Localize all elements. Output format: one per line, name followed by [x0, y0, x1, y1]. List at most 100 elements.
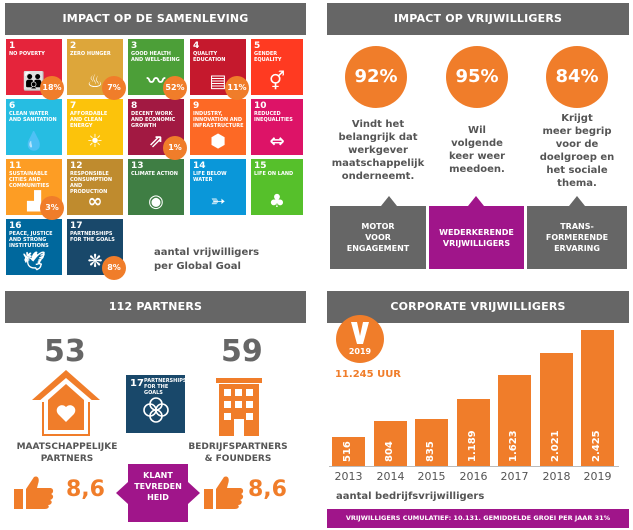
city-icon: ▟ [27, 191, 41, 212]
society-count: 53 [44, 334, 86, 369]
building-icon [216, 378, 262, 436]
sdg-goal-16: 16 PEACE, JUSTICE AND STRONG INSTITUTIONS… [6, 219, 62, 275]
society-label-line1: MAATSCHAPPELIJKE [16, 442, 118, 452]
satisfaction-label: KLANT TEVREDEN HEID [116, 470, 200, 503]
chart-bar [581, 330, 614, 466]
satisfaction-line: KLANT [143, 471, 173, 480]
stat-text-3-line: doelgroep en [539, 152, 615, 163]
check-v-icon [351, 322, 369, 344]
society-label: MAATSCHAPPELIJKE PARTNERS [8, 441, 126, 465]
chart-bar-value-label: 835 [425, 441, 436, 462]
sdg-goal-label: NO POVERTY [9, 51, 45, 57]
stat-text-1-line: Vindt het [351, 119, 405, 130]
box-motor-engagement: MOTOR VOOR ENGAGEMENT [330, 206, 426, 269]
sdg-goal-label: CLEAN WATER AND SANITATION [9, 111, 57, 123]
box-notch-1 [381, 196, 397, 206]
business-label-line2: & FOUNDERS [204, 454, 272, 464]
sdg-percentage-badge: 1% [163, 136, 187, 160]
stat-text-1-line: werkgever [348, 145, 408, 156]
chart-bar [457, 399, 490, 466]
satisfaction-shape [116, 464, 200, 522]
sdg-goal-number: 1 [9, 41, 16, 51]
partners-header: 112 PARTNERS [5, 291, 306, 323]
score-left: 8,6 [66, 477, 105, 502]
sdg-goal-label: QUALITY EDUCATION [193, 51, 226, 63]
sdg-goal-number: 10 [254, 101, 267, 111]
chart-bar-value-label: 2.021 [550, 430, 561, 462]
stat-text-1-line: maatschappelijk [331, 158, 425, 169]
gender-icon: ⚥ [268, 71, 286, 92]
water-drop-icon: 💧 [22, 131, 46, 152]
sdg-goal-number: 8 [131, 101, 138, 111]
sdg-goal-4: 4 QUALITY EDUCATION ▤ [190, 39, 246, 95]
sdg-percentage-badge: 8% [102, 256, 126, 280]
sdg-goal-number: 14 [193, 161, 206, 171]
hours-text: 11.245 UUR [335, 369, 402, 380]
satisfaction-line: TEVREDEN [134, 482, 182, 491]
sdg-goal-number: 2 [70, 41, 77, 51]
bowl-icon: ♨ [86, 71, 104, 92]
sdg-percentage-badge: 3% [40, 196, 64, 220]
stat-circle-2: 95% [446, 46, 508, 108]
sdg-goal-label: SUSTAINABLE CITIES AND COMMUNITIES [9, 171, 50, 189]
stat-circle-1: 92% [345, 46, 407, 108]
sdg-percentage-badge: 18% [40, 76, 64, 100]
sdg-goal-15: 15 LIFE ON LAND ♣ [251, 159, 303, 215]
business-count: 59 [221, 334, 263, 369]
sdg-goal-number: 11 [9, 161, 22, 171]
chart-x-tick-label: 2015 [417, 470, 446, 483]
business-label: BEDRIJFSPARTNERS & FOUNDERS [188, 441, 288, 465]
sdg-goal-label: LIFE BELOW WATER [193, 171, 227, 183]
box-line: ENGAGEMENT [346, 244, 410, 253]
sdg-goal-5: 5 GENDER EQUALITY ⚥ [251, 39, 303, 95]
badge-year: 2019 [348, 347, 372, 356]
people-icon: 👪 [22, 71, 46, 92]
stat-text-1: Vindt het belangrijk dat werkgever maats… [330, 118, 426, 183]
sdg-caption: aantal vrijwilligers per Global Goal [154, 246, 259, 274]
business-label-line1: BEDRIJFSPARTNERS [188, 442, 288, 452]
sdg-goal-number: 12 [70, 161, 83, 171]
sdg-goal-number: 6 [9, 101, 16, 111]
box-line: TRANS- [560, 222, 594, 231]
house-icon [32, 370, 100, 436]
chart-x-tick-label: 2017 [500, 470, 529, 483]
stat-text-3-line: het sociale [546, 165, 608, 176]
sdg-goal-label: GOOD HEALTH AND WELL-BEING [131, 51, 180, 63]
box-line: WEDERKERENDE [439, 227, 514, 237]
sdg-goal-number: 4 [193, 41, 200, 51]
stat-text-3: Krijgt meer begrip voor de doelgroep en … [530, 112, 624, 190]
corporate-footer: VRIJWILLIGERS CUMULATIEF: 10.131. GEMIDD… [327, 509, 629, 528]
satisfaction-box: KLANT TEVREDEN HEID [116, 464, 200, 522]
sdg-goal-label: RESPONSIBLE CONSUMPTION AND PRODUCTION [70, 171, 113, 195]
book-icon: ▤ [209, 71, 227, 92]
box-line: ERVARING [554, 244, 600, 253]
stat-text-1-line: belangrijk dat [338, 132, 418, 143]
sdg-goal-number: 16 [9, 221, 22, 231]
sdg-percentage-badge: 11% [225, 76, 249, 100]
impact-volunteers-header: IMPACT OP VRIJWILLIGERS [327, 3, 629, 35]
society-label-line2: PARTNERS [40, 454, 94, 464]
thumbs-up-icon [14, 476, 54, 509]
corporate-header: CORPORATE VRIJWILLIGERS [327, 291, 629, 323]
box-notch-2 [468, 196, 484, 206]
sdg-goal-number: 17 [70, 221, 83, 231]
sdg-goal-label: AFFORDABLE AND CLEAN ENERGY [70, 111, 108, 129]
impact-society-header: IMPACT OP DE SAMENLEVING [5, 3, 306, 35]
satisfaction-line: HEID [147, 493, 169, 502]
sdg-goal-7: 7 AFFORDABLE AND CLEAN ENERGY ☀ [67, 99, 123, 155]
sdg-goal-label: PARTNERSHIPS FOR THE GOALS [70, 231, 115, 243]
sdg-goal-6: 6 CLEAN WATER AND SANITATION 💧 [6, 99, 62, 155]
sdg-percentage-badge: 52% [163, 76, 187, 100]
chart-bar-value-label: 804 [384, 441, 395, 462]
sdg-goal-label: GENDER EQUALITY [254, 51, 282, 63]
goal17-label: PARTNERSHIPS FOR THE GOALS [144, 378, 187, 396]
box-line: VOOR [365, 233, 391, 242]
chart-x-tick-label: 2019 [583, 470, 612, 483]
sdg-goal-13: 13 CLIMATE ACTION ◉ [128, 159, 184, 215]
box-notch-3 [569, 196, 585, 206]
box-line: VRIJWILLIGERS [442, 238, 511, 248]
sdg-goal-number: 7 [70, 101, 77, 111]
sdg-goal-label: ZERO HUNGER [70, 51, 111, 57]
growth-icon: ⇗ [148, 131, 164, 152]
sdg-goal-number: 9 [193, 101, 200, 111]
